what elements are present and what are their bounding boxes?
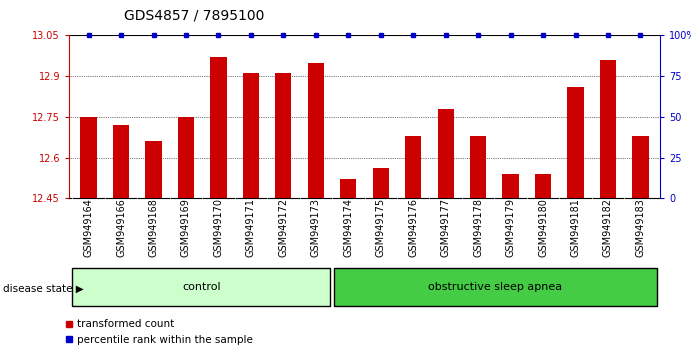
Text: disease state ▶: disease state ▶: [3, 284, 84, 293]
Text: GSM949177: GSM949177: [441, 198, 451, 257]
Text: GSM949181: GSM949181: [571, 198, 580, 257]
Text: GSM949183: GSM949183: [636, 198, 645, 257]
Bar: [535, 174, 551, 198]
Text: GSM949173: GSM949173: [311, 198, 321, 257]
Bar: [632, 136, 649, 198]
Text: GSM949179: GSM949179: [506, 198, 515, 257]
Text: GSM949171: GSM949171: [246, 198, 256, 257]
Text: GSM949175: GSM949175: [376, 198, 386, 257]
Text: GSM949178: GSM949178: [473, 198, 483, 257]
Bar: [113, 125, 129, 198]
Text: control: control: [182, 282, 220, 292]
Bar: [307, 63, 324, 198]
Bar: [73, 268, 330, 306]
Text: GSM949166: GSM949166: [116, 198, 126, 257]
Text: GSM949172: GSM949172: [278, 198, 288, 257]
Bar: [405, 136, 422, 198]
Legend: transformed count, percentile rank within the sample: transformed count, percentile rank withi…: [61, 315, 257, 349]
Bar: [178, 117, 194, 198]
Bar: [243, 73, 259, 198]
Bar: [210, 57, 227, 198]
Text: GSM949174: GSM949174: [343, 198, 353, 257]
Bar: [600, 60, 616, 198]
Text: obstructive sleep apnea: obstructive sleep apnea: [428, 282, 562, 292]
Bar: [80, 117, 97, 198]
Text: GSM949168: GSM949168: [149, 198, 158, 257]
Bar: [334, 268, 656, 306]
Text: GSM949170: GSM949170: [214, 198, 223, 257]
Text: GDS4857 / 7895100: GDS4857 / 7895100: [124, 9, 265, 23]
Text: GSM949169: GSM949169: [181, 198, 191, 257]
Text: GSM949180: GSM949180: [538, 198, 548, 257]
Bar: [145, 141, 162, 198]
Text: GSM949182: GSM949182: [603, 198, 613, 257]
Text: GSM949164: GSM949164: [84, 198, 93, 257]
Text: GSM949176: GSM949176: [408, 198, 418, 257]
Bar: [567, 87, 584, 198]
Bar: [437, 109, 454, 198]
Bar: [372, 169, 389, 198]
Bar: [340, 179, 357, 198]
Bar: [502, 174, 519, 198]
Bar: [470, 136, 486, 198]
Bar: [275, 73, 292, 198]
